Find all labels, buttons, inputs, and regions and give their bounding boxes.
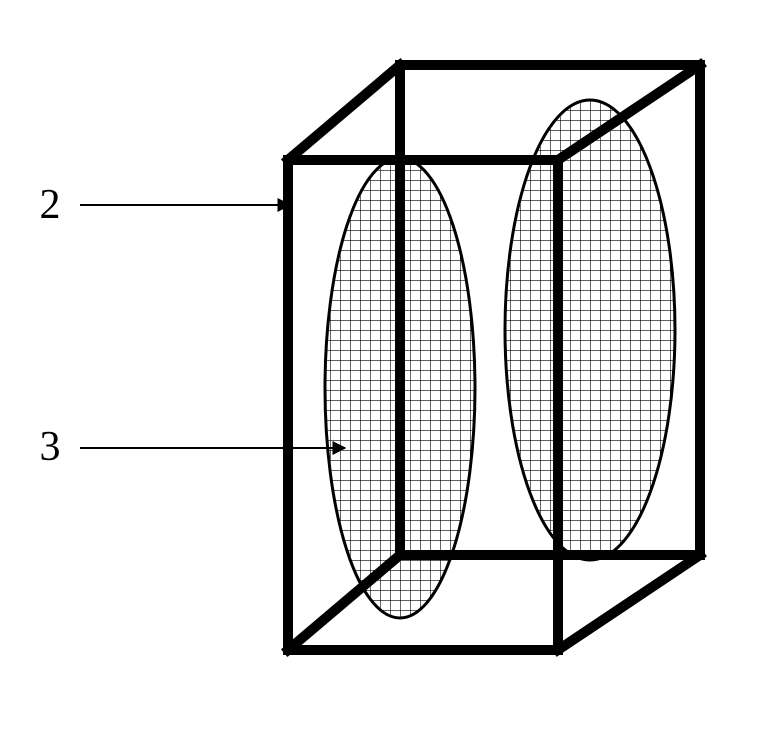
box-edge-0 — [288, 65, 400, 160]
ellipse-back — [505, 100, 675, 560]
label-3: 3 — [40, 424, 61, 470]
label-2: 2 — [40, 182, 61, 228]
box-edge-3 — [558, 555, 700, 650]
